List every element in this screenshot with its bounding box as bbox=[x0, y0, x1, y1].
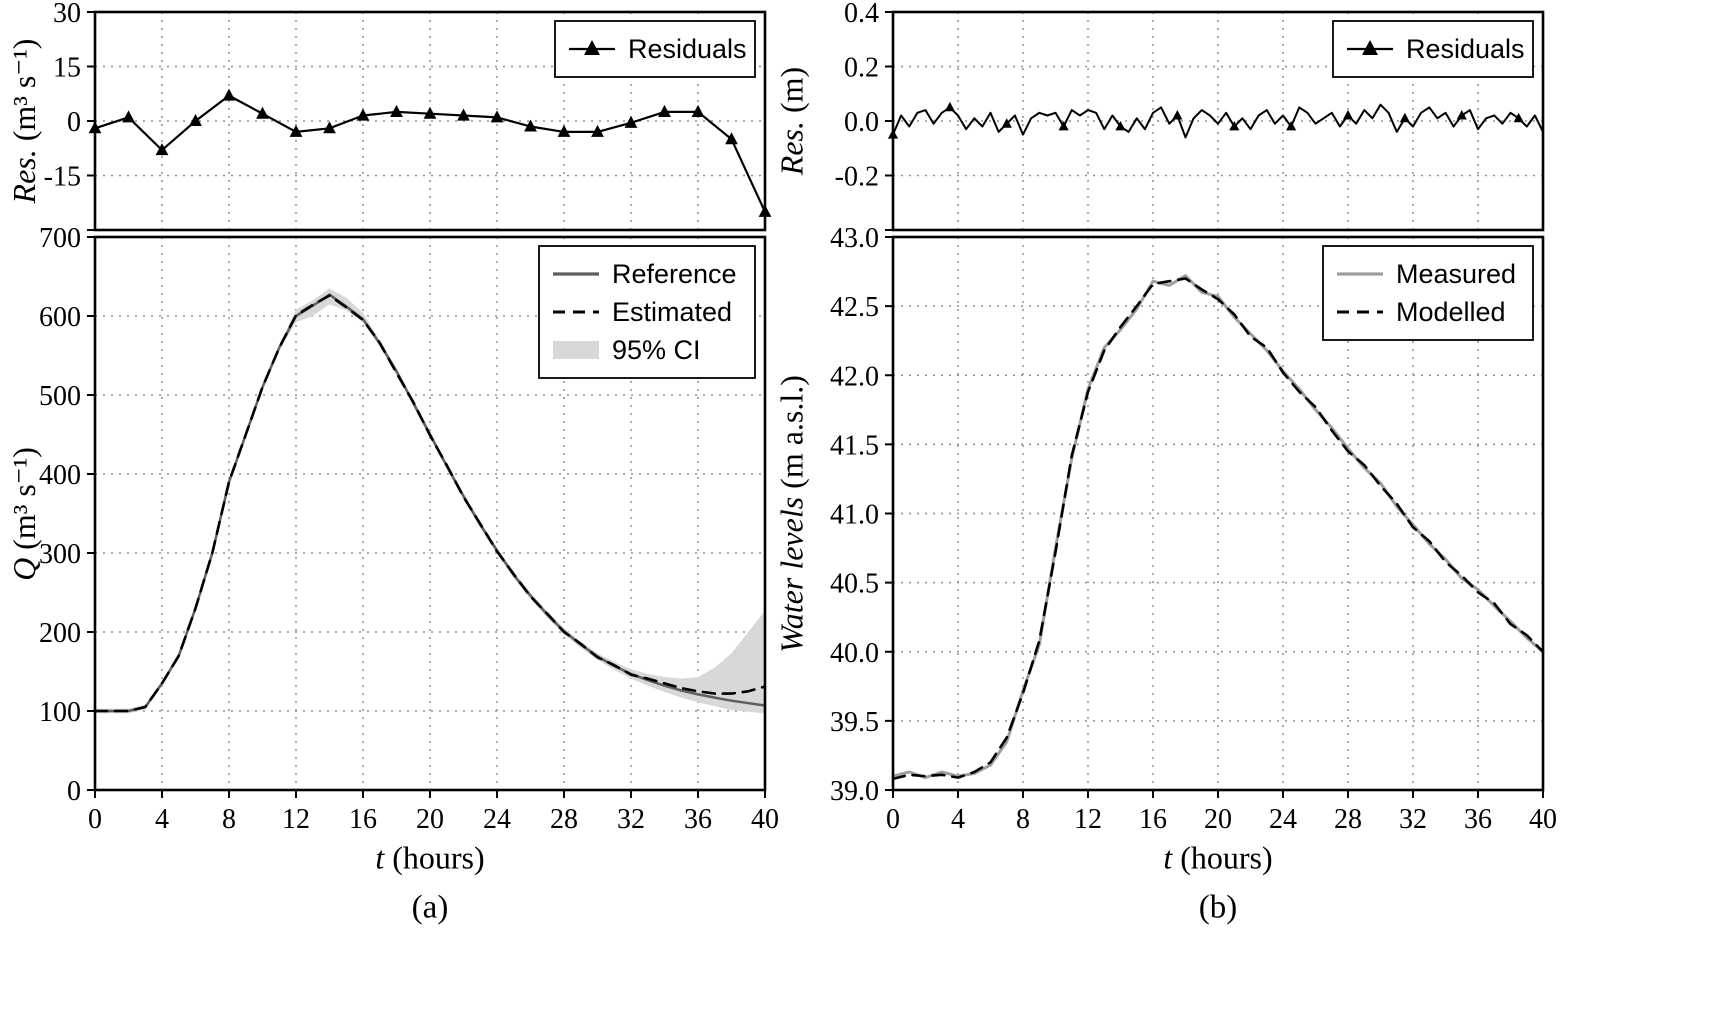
y-tick-label: 200 bbox=[39, 618, 81, 649]
y-tick-label: 15 bbox=[53, 53, 81, 84]
legend-triangle-sample bbox=[584, 40, 600, 55]
xlabel-italic-part: t bbox=[1163, 839, 1173, 876]
y-tick-label: -0.2 bbox=[835, 162, 879, 193]
series-modelled bbox=[891, 277, 1545, 781]
xlabel-a: t (hours) bbox=[375, 840, 484, 877]
triangle-markers bbox=[887, 101, 1524, 139]
legend-label: 95% CI bbox=[612, 335, 701, 365]
x-tick-label: 40 bbox=[1529, 804, 1557, 835]
ylabel-water-levels: Water levels (m a.s.l.) bbox=[774, 375, 811, 653]
ylabel-italic-part: Q bbox=[6, 557, 42, 581]
y-tick-label: 30 bbox=[53, 0, 81, 29]
ylabel-units-part: (m³ s⁻¹) bbox=[6, 38, 42, 150]
ylabel-units-part: (m a.s.l.) bbox=[773, 375, 810, 497]
ylabel-units-part: (m) bbox=[773, 66, 810, 121]
xlabel-b: t (hours) bbox=[1163, 840, 1272, 877]
y-tick-label: 39.5 bbox=[830, 707, 879, 738]
caption-b: (b) bbox=[1198, 889, 1238, 926]
ylabel-units-part: (m³ s⁻¹) bbox=[6, 447, 42, 558]
y-tick-label: 0.0 bbox=[844, 107, 879, 138]
x-tick-label: 32 bbox=[617, 804, 645, 835]
xlabel-units-part: (hours) bbox=[384, 839, 485, 876]
xlabel-units-part: (hours) bbox=[1172, 839, 1273, 876]
ylabel-italic-part: Water levels bbox=[773, 496, 810, 653]
legend-label: Residuals bbox=[628, 34, 747, 64]
y-tick-label: 700 bbox=[39, 223, 81, 254]
x-tick-label: 16 bbox=[1139, 804, 1167, 835]
ylabel-italic-part: Res. bbox=[6, 149, 42, 204]
y-tick-label: 41.5 bbox=[830, 430, 879, 461]
x-tick-label: 24 bbox=[1269, 804, 1297, 835]
x-tick-label: 4 bbox=[155, 804, 169, 835]
chart-b-bottom: 39.0 39.5 40.0 40.5 41.0 41.5 42.0 42.5 43.0 0 4 8 1… bbox=[830, 223, 1557, 835]
y-tick-label: 0 bbox=[67, 107, 81, 138]
legend-label: Estimated bbox=[612, 297, 732, 327]
y-tick-label: 600 bbox=[39, 302, 81, 333]
ylabel-residuals-q: Res. (m³ s⁻¹) bbox=[5, 39, 43, 204]
x-tick-label: 28 bbox=[550, 804, 578, 835]
series-estimated bbox=[93, 294, 767, 713]
y-tick-label: 100 bbox=[39, 697, 81, 728]
x-tick-label: 36 bbox=[1464, 804, 1492, 835]
y-tick-label: -15 bbox=[44, 162, 81, 193]
y-tick-label: 42.5 bbox=[830, 292, 879, 323]
y-tick-label: 39.0 bbox=[830, 776, 879, 807]
legend-band-sample bbox=[553, 341, 599, 359]
y-tick-label: 43.0 bbox=[830, 223, 879, 254]
x-tick-label: 12 bbox=[282, 804, 310, 835]
series-residuals bbox=[892, 103, 1544, 139]
ylabel-discharge: Q (m³ s⁻¹) bbox=[5, 447, 43, 581]
x-tick-label: 4 bbox=[951, 804, 965, 835]
x-tick-label: 40 bbox=[751, 804, 779, 835]
x-tick-label: 0 bbox=[88, 804, 102, 835]
xlabel-italic-part: t bbox=[375, 839, 385, 876]
x-tick-label: 8 bbox=[222, 804, 236, 835]
y-tick-label: 0.4 bbox=[844, 0, 879, 29]
x-tick-label: 20 bbox=[416, 804, 444, 835]
x-tick-label: 32 bbox=[1399, 804, 1427, 835]
y-tick-label: 40.5 bbox=[830, 569, 879, 600]
chart-b-top: -0.2 0.0 0.2 0.4 Residuals bbox=[835, 0, 1545, 232]
triangle-markers bbox=[88, 88, 772, 217]
y-tick-label: 0 bbox=[67, 776, 81, 807]
legend-box bbox=[1322, 245, 1534, 341]
legend-label: Reference bbox=[612, 259, 737, 289]
chart-a-bottom: 0 100 200 300 400 500 600 700 0 4 8 12 16 20 24 28 32 36 4… bbox=[39, 223, 779, 835]
x-tick-label: 12 bbox=[1074, 804, 1102, 835]
y-tick-label: 42.0 bbox=[830, 361, 879, 392]
chart-a-top: -15 0 15 30 Residuals bbox=[44, 0, 772, 232]
x-tick-label: 36 bbox=[684, 804, 712, 835]
x-tick-label: 8 bbox=[1016, 804, 1030, 835]
x-tick-label: 16 bbox=[349, 804, 377, 835]
y-tick-label: 41.0 bbox=[830, 500, 879, 531]
x-tick-label: 28 bbox=[1334, 804, 1362, 835]
caption-a: (a) bbox=[411, 889, 449, 926]
legend-triangle-sample bbox=[1362, 40, 1378, 55]
x-tick-label: 20 bbox=[1204, 804, 1232, 835]
legend-label: Measured bbox=[1396, 259, 1516, 289]
ylabel-residuals-wl: Res. (m) bbox=[774, 67, 811, 175]
y-tick-label: 0.2 bbox=[844, 53, 879, 84]
ylabel-italic-part: Res. bbox=[773, 121, 810, 176]
y-tick-label: 300 bbox=[39, 539, 81, 570]
legend-label: Residuals bbox=[1406, 34, 1525, 64]
y-tick-label: 40.0 bbox=[830, 638, 879, 669]
x-tick-label: 0 bbox=[886, 804, 900, 835]
legend-label: Modelled bbox=[1396, 297, 1506, 327]
x-tick-label: 24 bbox=[483, 804, 511, 835]
y-tick-label: 500 bbox=[39, 381, 81, 412]
y-tick-label: 400 bbox=[39, 460, 81, 491]
